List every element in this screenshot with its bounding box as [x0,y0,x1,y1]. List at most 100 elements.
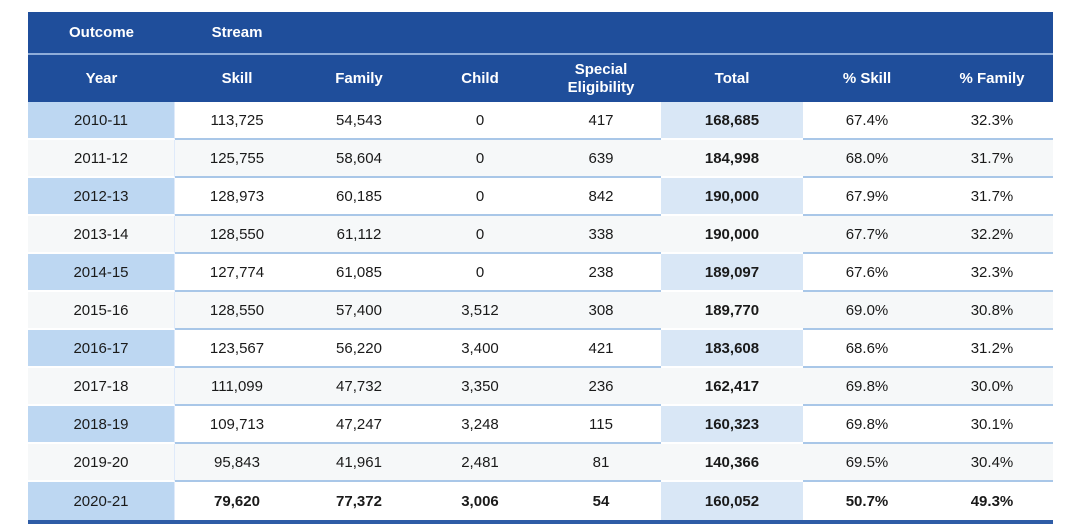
pct-skill-cell: 67.9% [803,178,931,216]
table-body: 2010-11 113,725 54,543 0 417 168,685 67.4% 32.3… [28,102,1053,520]
pct-skill-cell: 69.0% [803,292,931,330]
outcome-group-header: Outcome [28,12,175,55]
table-header: Outcome Stream Year Skill Family Child S… [28,12,1053,102]
pct-family-cell: 30.0% [931,368,1053,406]
pct-skill-cell: 67.4% [803,102,931,140]
pct-family-cell: 32.2% [931,216,1053,254]
column-header-row: Year Skill Family Child Special Eligibil… [28,55,1053,102]
table-row-2019-20: 2019-20 95,843 41,961 2,481 81 140,366 69.5% 30… [28,444,1053,482]
pct-skill-cell: 69.5% [803,444,931,482]
col-header-pct-skill: % Skill [803,55,931,102]
group-header-row: Outcome Stream [28,12,1053,55]
special-eligibility-cell: 236 [541,368,661,406]
pct-skill-cell: 68.0% [803,140,931,178]
family-cell: 41,961 [299,444,419,482]
year-cell: 2011-12 [28,140,175,178]
year-cell: 2012-13 [28,178,175,216]
year-cell: 2014-15 [28,254,175,292]
special-eligibility-cell: 417 [541,102,661,140]
pct-skill-cell: 67.7% [803,216,931,254]
year-cell: 2015-16 [28,292,175,330]
total-cell: 168,685 [661,102,803,140]
family-cell: 56,220 [299,330,419,368]
year-cell: 2019-20 [28,444,175,482]
family-cell: 77,372 [299,482,419,520]
year-cell: 2017-18 [28,368,175,406]
child-cell: 3,400 [419,330,541,368]
skill-cell: 95,843 [175,444,299,482]
skill-cell: 113,725 [175,102,299,140]
col-header-skill: Skill [175,55,299,102]
family-cell: 61,085 [299,254,419,292]
table-row-2014-15: 2014-15 127,774 61,085 0 238 189,097 67.6% 32.3… [28,254,1053,292]
pct-skill-cell: 69.8% [803,368,931,406]
pct-skill-cell: 68.6% [803,330,931,368]
child-cell: 0 [419,178,541,216]
pct-family-cell: 30.1% [931,406,1053,444]
total-cell: 183,608 [661,330,803,368]
year-cell: 2010-11 [28,102,175,140]
year-cell: 2013-14 [28,216,175,254]
skill-cell: 128,973 [175,178,299,216]
special-eligibility-cell: 238 [541,254,661,292]
total-cell: 160,052 [661,482,803,520]
special-eligibility-cell: 115 [541,406,661,444]
table-row-2017-18: 2017-18 111,099 47,732 3,350 236 162,417 69.8%… [28,368,1053,406]
family-cell: 57,400 [299,292,419,330]
stream-group-header: Stream [175,12,299,55]
pct-family-cell: 31.7% [931,178,1053,216]
table-row-2020-21: 2020-21 79,620 77,372 3,006 54 160,052 50.7% 49… [28,482,1053,520]
special-eligibility-cell: 338 [541,216,661,254]
year-cell: 2016-17 [28,330,175,368]
table-row-2010-11: 2010-11 113,725 54,543 0 417 168,685 67.4% 32.3… [28,102,1053,140]
child-cell: 0 [419,140,541,178]
year-cell: 2020-21 [28,482,175,520]
col-header-child: Child [419,55,541,102]
family-cell: 60,185 [299,178,419,216]
pct-skill-cell: 50.7% [803,482,931,520]
col-header-family: Family [299,55,419,102]
skill-cell: 128,550 [175,216,299,254]
pct-family-cell: 49.3% [931,482,1053,520]
child-cell: 0 [419,254,541,292]
table-row-2015-16: 2015-16 128,550 57,400 3,512 308 189,770 69.0%… [28,292,1053,330]
pct-family-cell: 32.3% [931,102,1053,140]
total-cell: 162,417 [661,368,803,406]
group-header-filler [299,12,1053,55]
family-cell: 47,247 [299,406,419,444]
pct-family-cell: 32.3% [931,254,1053,292]
family-cell: 61,112 [299,216,419,254]
outcomes-by-stream-table: Outcome Stream Year Skill Family Child S… [28,12,1053,524]
total-cell: 189,097 [661,254,803,292]
skill-cell: 128,550 [175,292,299,330]
year-cell: 2018-19 [28,406,175,444]
child-cell: 2,481 [419,444,541,482]
table-row-2012-13: 2012-13 128,973 60,185 0 842 190,000 67.9% 31.7… [28,178,1053,216]
child-cell: 3,006 [419,482,541,520]
family-cell: 58,604 [299,140,419,178]
table-row-2011-12: 2011-12 125,755 58,604 0 639 184,998 68.0% 31.7… [28,140,1053,178]
special-eligibility-cell: 421 [541,330,661,368]
col-header-pct-family: % Family [931,55,1053,102]
skill-cell: 123,567 [175,330,299,368]
total-cell: 190,000 [661,178,803,216]
special-eligibility-cell: 54 [541,482,661,520]
pct-family-cell: 31.2% [931,330,1053,368]
total-cell: 140,366 [661,444,803,482]
col-header-total: Total [661,55,803,102]
child-cell: 3,512 [419,292,541,330]
table-row-2016-17: 2016-17 123,567 56,220 3,400 421 183,608 68.6%… [28,330,1053,368]
table-row-2013-14: 2013-14 128,550 61,112 0 338 190,000 67.7% 32.2… [28,216,1053,254]
col-header-year: Year [28,55,175,102]
total-cell: 190,000 [661,216,803,254]
skill-cell: 127,774 [175,254,299,292]
child-cell: 0 [419,102,541,140]
child-cell: 0 [419,216,541,254]
total-cell: 184,998 [661,140,803,178]
total-cell: 189,770 [661,292,803,330]
skill-cell: 79,620 [175,482,299,520]
pct-skill-cell: 69.8% [803,406,931,444]
special-eligibility-cell: 308 [541,292,661,330]
pct-skill-cell: 67.6% [803,254,931,292]
